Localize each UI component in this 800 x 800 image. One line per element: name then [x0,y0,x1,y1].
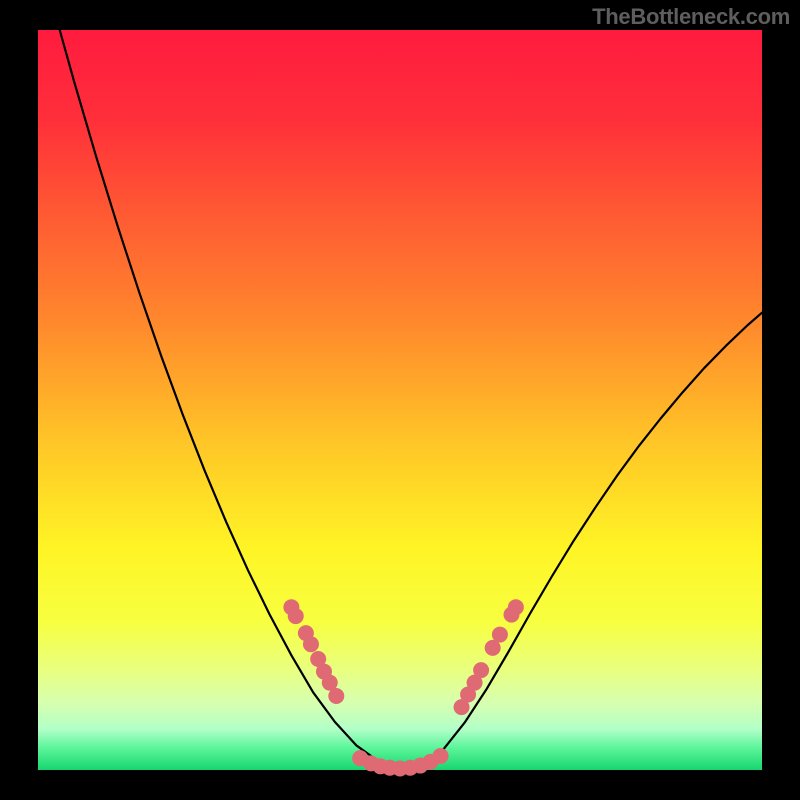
bottleneck-chart [0,0,800,800]
chart-container: TheBottleneck.com [0,0,800,800]
watermark-text: TheBottleneck.com [592,4,790,30]
data-marker [433,748,449,764]
data-marker [492,627,508,643]
data-marker [473,662,489,678]
data-marker [288,608,304,624]
data-marker [508,599,524,615]
plot-background [38,30,762,770]
data-marker [303,636,319,652]
data-marker [328,688,344,704]
